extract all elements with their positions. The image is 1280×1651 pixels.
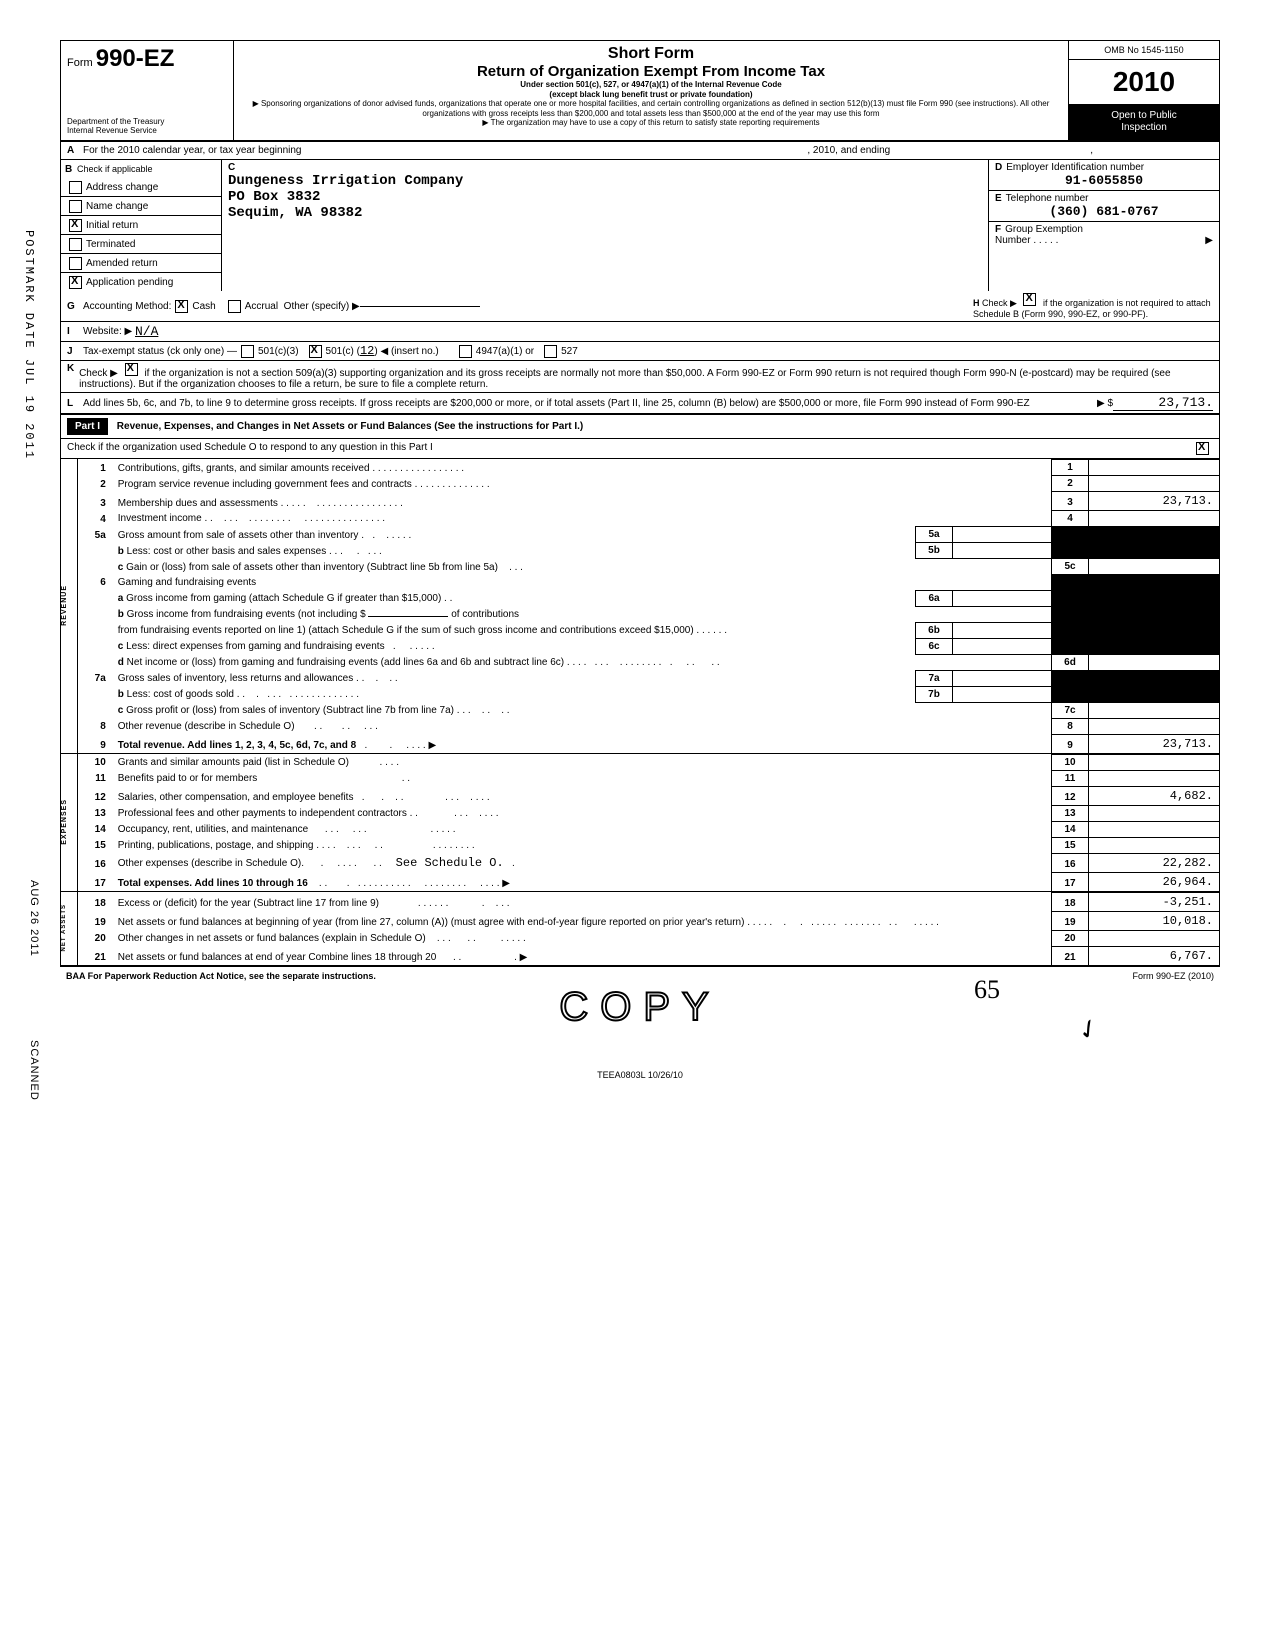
form-header: Form 990-EZ Department of the Treasury I… — [60, 40, 1220, 142]
label-group-exemption: Group Exemption — [1005, 224, 1083, 235]
subtitle-code: Under section 501(c), 527, or 4947(a)(1)… — [244, 80, 1058, 90]
entity-addr1: PO Box 3832 — [228, 189, 982, 205]
subtitle-sponsor: ▶ Sponsoring organizations of donor advi… — [244, 99, 1058, 118]
501c-insert-no: 12 — [360, 344, 374, 358]
arrow-icon: ▶ — [1205, 235, 1213, 246]
part1-schedo-text: Check if the organization used Schedule … — [67, 442, 1192, 455]
part1-title-row: Part I Revenue, Expenses, and Changes in… — [61, 415, 1219, 439]
label-501c-open: 501(c) ( — [326, 346, 360, 357]
part1-title: Revenue, Expenses, and Changes in Net As… — [117, 421, 583, 432]
omb-number: OMB No 1545-1150 — [1069, 41, 1219, 60]
checkbox-accrual[interactable] — [228, 300, 241, 313]
side-revenue: REVENUE — [61, 585, 75, 626]
label-ein: Employer Identification number — [1006, 162, 1144, 173]
checkbox-initial-return[interactable] — [69, 219, 82, 232]
row-a-text2: , 2010, and ending — [807, 145, 890, 156]
row-a-text1: For the 2010 calendar year, or tax year … — [83, 145, 301, 156]
open-to-public: Open to PublicInspection — [1069, 104, 1219, 140]
part1-label: Part I — [67, 418, 108, 435]
netassets-table: 18Excess or (deficit) for the year (Subt… — [78, 892, 1219, 965]
label-application-pending: Application pending — [86, 277, 173, 288]
line18-amount: -3,251. — [1089, 892, 1220, 911]
label-initial-return: Initial return — [86, 220, 138, 231]
label-amended: Amended return — [86, 258, 158, 269]
footer-baa: BAA For Paperwork Reduction Act Notice, … — [66, 971, 376, 981]
label-name-change: Name change — [86, 201, 148, 212]
checkbox-527[interactable] — [544, 345, 557, 358]
checkbox-schedule-b[interactable] — [1023, 293, 1036, 306]
row-k-text: if the organization is not a section 509… — [79, 368, 1170, 390]
label-phone: Telephone number — [1006, 193, 1089, 204]
handwritten-65: 65 — [974, 975, 1000, 1005]
line19-amount: 10,018. — [1089, 911, 1220, 930]
label-cash: Cash — [192, 301, 215, 312]
checkbox-name-change[interactable] — [69, 200, 82, 213]
line3-amount: 23,713. — [1089, 492, 1220, 511]
checkbox-schedule-o-part1[interactable] — [1196, 442, 1209, 455]
line17-amount: 26,964. — [1089, 872, 1220, 891]
label-527: 527 — [561, 346, 578, 357]
phone-value: (360) 681-0767 — [995, 204, 1213, 219]
gross-receipts-value: 23,713. — [1113, 395, 1213, 411]
label-website: Website: ▶ — [83, 326, 132, 337]
label-accrual: Accrual — [245, 301, 278, 312]
footer-formref: Form 990-EZ (2010) — [1132, 971, 1214, 981]
label-501c3: 501(c)(3) — [258, 346, 299, 357]
label-address-change: Address change — [86, 182, 158, 193]
label-accounting: Accounting Method: — [83, 301, 171, 312]
other-specify-field[interactable] — [360, 306, 480, 307]
row-l-arrow: ▶ $ — [1097, 398, 1113, 409]
label-terminated: Terminated — [86, 239, 135, 250]
label-group-exemption-2: Number . . . . . — [995, 235, 1058, 246]
line21-amount: 6,767. — [1089, 946, 1220, 965]
line12-amount: 4,682. — [1089, 786, 1220, 805]
checkbox-terminated[interactable] — [69, 238, 82, 251]
checkbox-4947[interactable] — [459, 345, 472, 358]
row-a: A For the 2010 calendar year, or tax yea… — [60, 142, 1220, 160]
tax-year: 2010 — [1069, 60, 1219, 104]
checkbox-501c3[interactable] — [241, 345, 254, 358]
title-short-form: Short Form — [244, 45, 1058, 63]
label-tax-exempt: Tax-exempt status (ck only one) — — [83, 346, 237, 357]
checkbox-cash[interactable] — [175, 300, 188, 313]
checkbox-509a3[interactable] — [125, 363, 138, 376]
subtitle-except: (except black lung benefit trust or priv… — [244, 90, 1058, 100]
scanned-stamp: SCANNED — [28, 1040, 40, 1101]
label-other-specify: Other (specify) ▶ — [284, 301, 360, 312]
website-value: N/A — [135, 324, 158, 339]
dept-treasury: Department of the Treasury Internal Reve… — [67, 118, 227, 136]
revenue-table: 1Contributions, gifts, grants, and simil… — [78, 459, 1219, 753]
label-c: C — [228, 162, 982, 173]
entity-block: B Check if applicable Address change Nam… — [60, 160, 1220, 291]
title-return: Return of Organization Exempt From Incom… — [244, 63, 1058, 80]
row-l-text: Add lines 5b, 6c, and 7b, to line 9 to d… — [83, 398, 1097, 409]
check-if-applicable: Check if applicable — [77, 164, 153, 174]
postmark-stamp: POSTMARK DATE JUL 19 2011 — [22, 230, 36, 460]
form-number: Form 990-EZ — [67, 45, 227, 73]
checkbox-501c[interactable] — [309, 345, 322, 358]
aug-date-stamp: AUG 26 2011 — [28, 880, 40, 957]
initial-mark: ✓ — [1072, 1011, 1106, 1048]
expenses-table: 10Grants and similar amounts paid (list … — [78, 754, 1219, 891]
label-4947: 4947(a)(1) or — [476, 346, 534, 357]
side-expenses: EXPENSES — [61, 799, 75, 845]
subtitle-copy: ▶ The organization may have to use a cop… — [244, 118, 1058, 128]
checkbox-application-pending[interactable] — [69, 276, 82, 289]
entity-addr2: Sequim, WA 98382 — [228, 205, 982, 221]
side-net-assets: NET ASSETS — [61, 904, 75, 951]
line9-amount: 23,713. — [1089, 734, 1220, 753]
copy-stamp: COPY — [559, 985, 720, 1029]
line16-amount: 22,282. — [1089, 853, 1220, 872]
label-501c-close: ) ◀ (insert no.) — [374, 346, 438, 357]
checkbox-address-change[interactable] — [69, 181, 82, 194]
row-h-check: Check ▶ — [982, 298, 1017, 308]
checkbox-amended[interactable] — [69, 257, 82, 270]
row-k-check: Check ▶ — [79, 368, 118, 379]
footer-teea: TEEA0803L 10/26/10 — [60, 1070, 1220, 1080]
entity-name: Dungeness Irrigation Company — [228, 173, 982, 189]
ein-value: 91-6055850 — [995, 173, 1213, 188]
